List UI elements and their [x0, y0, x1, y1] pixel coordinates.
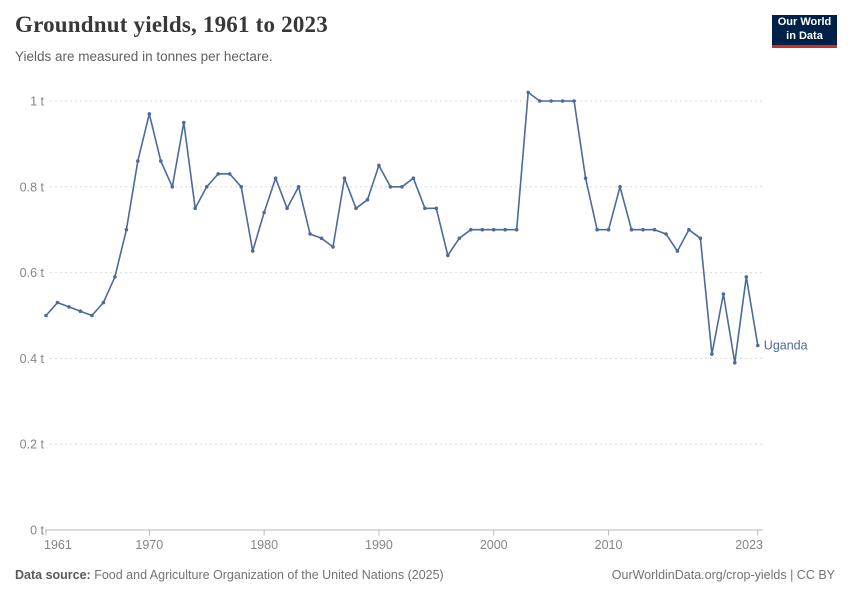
data-point-1992	[400, 185, 404, 189]
data-point-1987	[342, 176, 347, 180]
data-point-1991	[388, 185, 393, 189]
owid-logo-line2: in Data	[786, 30, 823, 42]
data-point-1988	[354, 206, 358, 211]
x-axis-tick-label: 2000	[480, 538, 508, 552]
data-point-1981	[273, 176, 278, 180]
data-point-2000	[491, 227, 496, 232]
data-point-1964	[78, 309, 83, 314]
data-point-2002	[514, 227, 519, 232]
data-point-1996	[446, 253, 450, 258]
y-axis-tick-label: 0.4 t	[20, 352, 45, 366]
chart-title: Groundnut yields, 1961 to 2023	[15, 12, 328, 37]
data-point-1963	[67, 305, 71, 309]
data-point-1994	[423, 206, 427, 211]
data-point-2011	[618, 185, 622, 189]
data-point-1967	[113, 275, 117, 279]
data-point-1989	[365, 197, 370, 202]
x-axis-tick-label: 2010	[595, 538, 623, 552]
data-point-2022	[744, 275, 749, 279]
data-point-1970	[147, 112, 152, 116]
x-axis-tick-label: 1961	[44, 538, 72, 552]
data-point-1980	[262, 210, 266, 215]
data-source-note: Data source: Food and Agriculture Organi…	[15, 568, 444, 582]
series-end-label: Uganda	[764, 339, 808, 353]
y-axis-tick-label: 0 t	[30, 524, 44, 538]
y-axis-tick-label: 0.8 t	[20, 180, 45, 194]
chart-footer: Data source: Food and Agriculture Organi…	[15, 568, 835, 582]
x-axis-tick-label: 2023	[735, 538, 763, 552]
data-point-2010	[606, 227, 611, 232]
data-point-2006	[560, 99, 565, 103]
data-point-1974	[193, 206, 197, 211]
data-point-1986	[331, 245, 335, 249]
credit-note: OurWorldinData.org/crop-yields | CC BY	[611, 568, 835, 582]
y-axis-tick-label: 1 t	[30, 95, 44, 109]
data-source-text: Food and Agriculture Organization of the…	[90, 568, 444, 582]
data-point-1973	[182, 120, 186, 125]
owid-logo: Our World in Data	[772, 15, 837, 48]
data-point-2013	[641, 227, 645, 232]
data-point-1968	[124, 227, 129, 232]
data-point-2019	[710, 352, 714, 356]
data-point-1998	[469, 227, 473, 232]
data-point-1966	[101, 300, 106, 305]
data-point-2003	[526, 90, 530, 95]
data-point-1997	[457, 236, 462, 241]
data-point-2004	[537, 99, 542, 103]
data-point-1985	[319, 236, 324, 241]
chart-subtitle: Yields are measured in tonnes per hectar…	[15, 49, 273, 64]
data-point-1977	[227, 172, 232, 176]
x-axis-tick-label: 1970	[135, 538, 163, 552]
data-point-1990	[377, 163, 381, 168]
data-point-1983	[296, 185, 301, 189]
data-point-1979	[250, 249, 255, 253]
data-point-2020	[721, 292, 726, 296]
data-point-2008	[583, 176, 588, 180]
data-point-2005	[549, 99, 553, 103]
data-point-1976	[216, 172, 220, 176]
data-point-1999	[480, 227, 485, 232]
data-point-1984	[308, 232, 312, 236]
data-point-1995	[434, 206, 439, 211]
data-point-2018	[698, 236, 703, 241]
data-point-2016	[675, 249, 680, 253]
x-axis-tick-label: 1980	[250, 538, 278, 552]
data-point-2015	[664, 232, 668, 236]
data-point-1993	[411, 176, 416, 180]
data-point-1961	[44, 313, 48, 318]
trend-line-uganda	[45, 91, 759, 364]
owid-logo-line1: Our World	[777, 16, 832, 29]
data-point-2021	[733, 360, 737, 365]
data-point-2001	[503, 227, 508, 232]
data-point-1965	[90, 313, 94, 318]
data-point-2012	[629, 227, 634, 232]
data-point-1962	[55, 300, 60, 305]
y-axis-tick-label: 0.2 t	[20, 438, 45, 452]
y-axis-tick-label: 0.6 t	[20, 266, 45, 280]
data-point-2017	[687, 227, 691, 232]
data-source-label: Data source:	[15, 568, 91, 582]
data-point-1971	[159, 159, 163, 163]
data-point-1969	[136, 159, 140, 163]
data-point-1972	[170, 185, 175, 189]
data-point-1978	[239, 185, 243, 189]
data-point-2009	[595, 227, 599, 232]
data-point-1982	[285, 206, 289, 211]
data-point-2007	[572, 99, 576, 103]
data-point-1975	[204, 185, 209, 189]
data-point-2014	[652, 227, 657, 232]
data-point-2023	[756, 343, 760, 348]
x-axis-tick-label: 1990	[365, 538, 393, 552]
